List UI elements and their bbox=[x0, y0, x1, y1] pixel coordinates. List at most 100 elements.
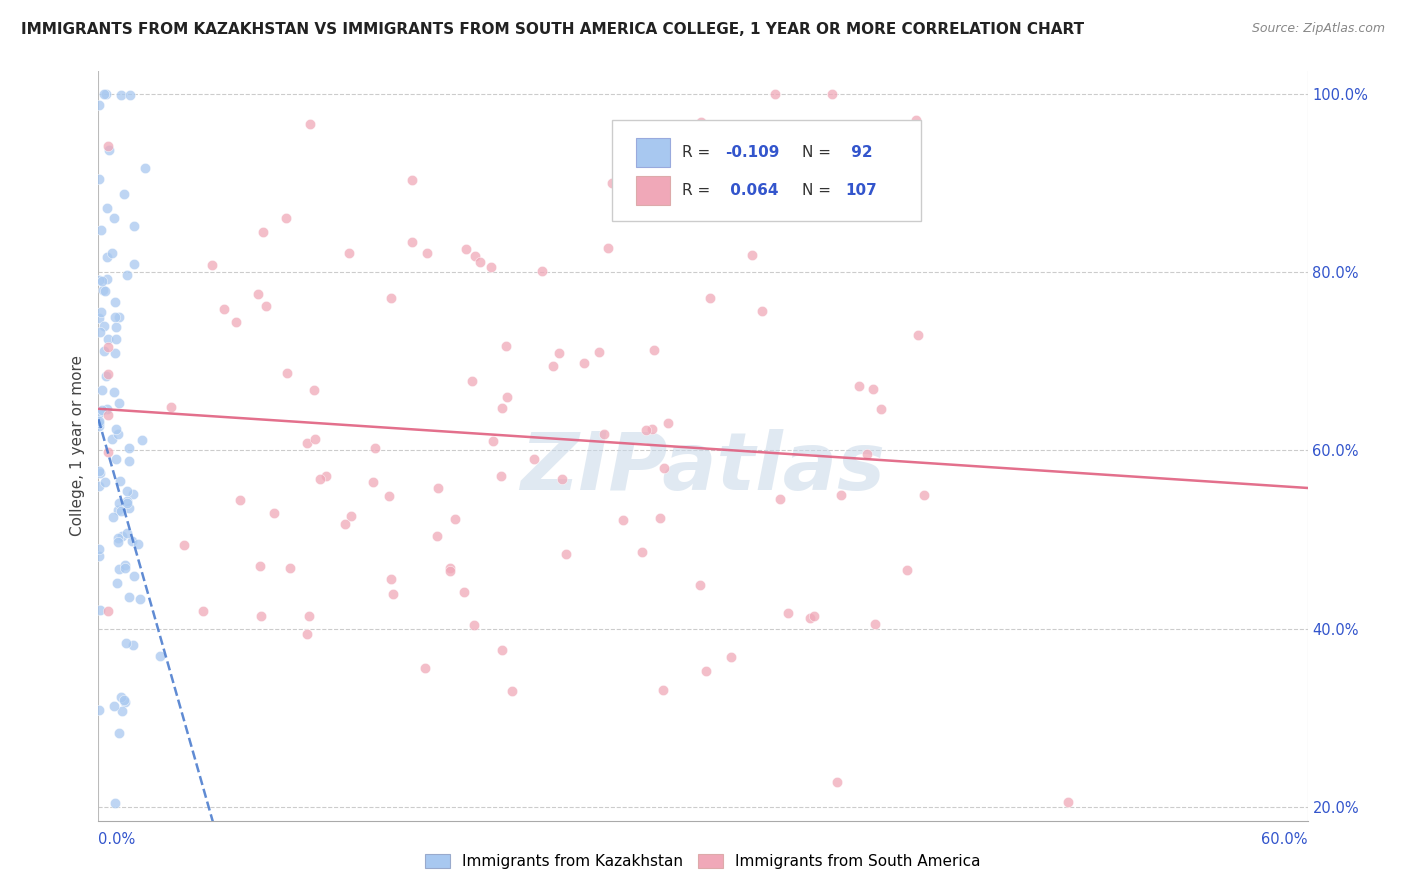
Point bbox=[463, 617, 485, 632]
Point bbox=[380, 572, 402, 586]
Point bbox=[479, 260, 502, 274]
Point bbox=[481, 434, 503, 448]
Point bbox=[108, 475, 131, 489]
Point bbox=[173, 538, 195, 552]
Point bbox=[333, 516, 356, 531]
Point bbox=[104, 333, 127, 347]
Point bbox=[896, 563, 918, 577]
Point bbox=[96, 201, 118, 215]
Point bbox=[118, 441, 141, 455]
Point bbox=[87, 464, 110, 478]
Point bbox=[249, 559, 271, 574]
Point bbox=[96, 402, 118, 417]
Point bbox=[96, 250, 118, 264]
Point bbox=[364, 441, 387, 455]
Point bbox=[122, 257, 145, 271]
Point bbox=[453, 585, 475, 599]
Point bbox=[103, 797, 125, 811]
Point bbox=[200, 258, 222, 272]
Point bbox=[741, 248, 763, 262]
Point bbox=[110, 87, 132, 102]
Point bbox=[600, 177, 623, 191]
Point bbox=[87, 703, 110, 717]
Point bbox=[112, 186, 135, 201]
Point bbox=[129, 591, 152, 606]
Point bbox=[229, 493, 252, 508]
Point bbox=[652, 682, 675, 697]
Text: Source: ZipAtlas.com: Source: ZipAtlas.com bbox=[1251, 22, 1385, 36]
Point bbox=[93, 318, 115, 333]
Point bbox=[100, 246, 122, 260]
Point bbox=[90, 223, 112, 237]
Point bbox=[103, 384, 125, 399]
Point bbox=[401, 235, 423, 249]
Point bbox=[907, 328, 929, 343]
Point bbox=[302, 383, 325, 397]
Point bbox=[689, 578, 711, 592]
Point bbox=[276, 367, 298, 381]
Point bbox=[863, 617, 886, 632]
Point bbox=[105, 576, 128, 591]
Point bbox=[547, 346, 569, 360]
Point bbox=[339, 246, 361, 260]
Point bbox=[720, 649, 742, 664]
Point bbox=[380, 291, 402, 305]
Point bbox=[118, 591, 141, 605]
Point bbox=[250, 609, 273, 624]
Point bbox=[426, 529, 449, 543]
Point bbox=[105, 422, 128, 436]
Point bbox=[103, 211, 125, 225]
Point bbox=[295, 436, 318, 450]
Point bbox=[115, 494, 138, 508]
Point bbox=[97, 340, 120, 354]
Point bbox=[905, 112, 928, 127]
Point bbox=[111, 529, 134, 543]
Point bbox=[101, 509, 124, 524]
Point bbox=[89, 325, 111, 339]
Point bbox=[496, 391, 519, 405]
Point bbox=[225, 315, 247, 329]
Point bbox=[93, 343, 115, 358]
Text: 60.0%: 60.0% bbox=[1261, 831, 1308, 847]
Point bbox=[114, 561, 136, 575]
Point bbox=[97, 332, 120, 346]
Point bbox=[543, 359, 565, 374]
FancyBboxPatch shape bbox=[613, 120, 921, 221]
Point bbox=[596, 241, 619, 255]
Legend: Immigrants from Kazakhstan, Immigrants from South America: Immigrants from Kazakhstan, Immigrants f… bbox=[419, 847, 987, 875]
Point bbox=[104, 310, 127, 324]
Point bbox=[464, 249, 486, 263]
Point bbox=[90, 402, 112, 417]
Point bbox=[593, 426, 616, 441]
Point bbox=[87, 172, 110, 186]
Point bbox=[117, 496, 139, 510]
Point bbox=[97, 604, 120, 618]
Point bbox=[87, 311, 110, 326]
Point bbox=[87, 414, 110, 428]
Point bbox=[122, 568, 145, 582]
Point bbox=[114, 695, 136, 709]
Text: 0.064: 0.064 bbox=[724, 183, 779, 198]
Point bbox=[115, 526, 138, 541]
Point bbox=[588, 345, 610, 359]
Point bbox=[769, 491, 792, 506]
Point bbox=[298, 608, 321, 623]
Point bbox=[491, 401, 513, 416]
Point bbox=[111, 704, 134, 718]
Point bbox=[855, 447, 877, 461]
Point bbox=[87, 273, 110, 287]
Point bbox=[641, 422, 664, 436]
Point bbox=[763, 87, 786, 101]
Point bbox=[108, 561, 131, 575]
Point bbox=[489, 468, 512, 483]
Point bbox=[93, 87, 115, 101]
Point bbox=[91, 383, 114, 397]
Point bbox=[98, 144, 121, 158]
Point bbox=[108, 310, 131, 324]
Point bbox=[107, 535, 129, 549]
Point bbox=[825, 775, 848, 789]
Point bbox=[439, 564, 461, 578]
Point bbox=[461, 374, 484, 388]
Point bbox=[444, 512, 467, 526]
Text: 107: 107 bbox=[845, 183, 877, 198]
